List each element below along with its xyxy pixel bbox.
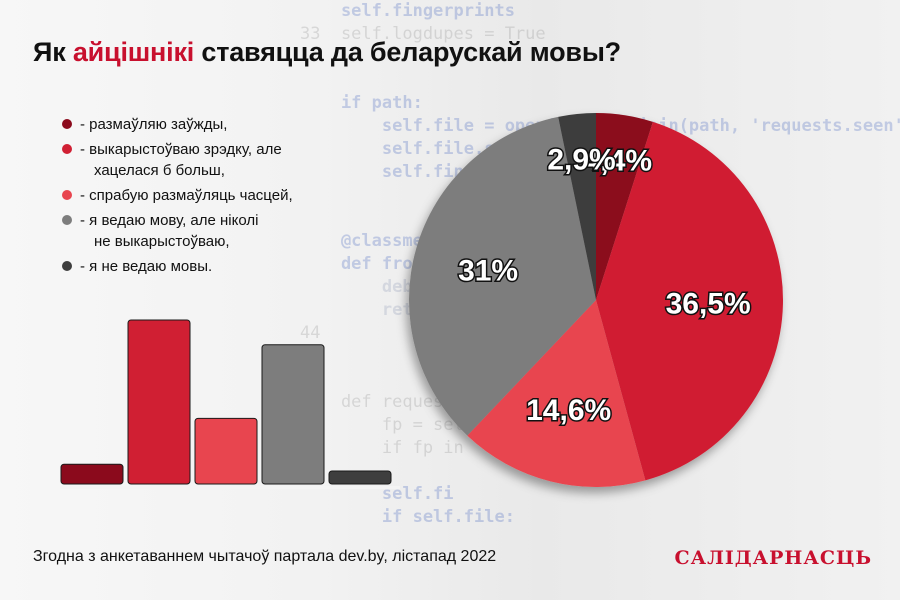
legend-label: - я ведаю мову, але ніколі не выкарыстоўв… — [80, 210, 258, 252]
pie-data-label: 31% — [458, 254, 518, 287]
bar-baseline — [60, 486, 400, 489]
legend-dot-icon — [62, 144, 72, 154]
legend-item: - спрабую размаўляць часцей, — [62, 185, 293, 206]
pie-slice — [558, 113, 596, 300]
pie-data-label: 14,6% — [526, 394, 611, 427]
legend-dot-icon — [62, 119, 72, 129]
legend-label-line1: - спрабую размаўляць часцей, — [80, 187, 293, 204]
legend-item: - я не ведаю мовы. — [62, 256, 293, 277]
legend-label-line2: не выкарыстоўваю, — [94, 233, 230, 250]
legend-label-line1: - выкарыстоўваю зрэдку, але — [80, 141, 282, 158]
legend-dot-icon — [62, 215, 72, 225]
legend-label: - я не ведаю мовы. — [80, 256, 212, 277]
legend: - размаўляю заўжды, - выкарыстоўваю зрэдк… — [62, 114, 293, 281]
legend-item: - размаўляю заўжды, — [62, 114, 293, 135]
legend-item: - я ведаю мову, але ніколі не выкарыстоўв… — [62, 210, 293, 252]
pie-data-label: 36,5% — [666, 287, 751, 320]
bar-chart — [60, 319, 392, 485]
legend-label: - выкарыстоўваю зрэдку, але хацелася б бо… — [80, 139, 282, 181]
title-highlight: айцішнікі — [72, 37, 195, 67]
legend-dot-icon — [62, 190, 72, 200]
legend-label-line1: - я не ведаю мовы. — [80, 258, 213, 275]
legend-label-line2: хацелася б больш, — [94, 162, 225, 179]
pie-slice — [596, 113, 653, 300]
legend-label: - спрабую размаўляць часцей, — [80, 185, 293, 206]
legend-label: - размаўляю заўжды, — [80, 114, 227, 135]
pie-slice — [596, 121, 783, 481]
pie-slice — [467, 300, 646, 487]
legend-label-line1: - я ведаю мову, але ніколі — [80, 212, 259, 229]
legend-label-line1: - размаўляю заўжды, — [80, 116, 228, 133]
legend-item: - выкарыстоўваю зрэдку, але хацелася б бо… — [62, 139, 293, 181]
legend-dot-icon — [62, 261, 72, 271]
title-part-2: ставяцца да беларускай мовы? — [194, 37, 621, 67]
title-part-1: Як — [33, 37, 73, 67]
pie-chart: 4,4% 36,5% 14,6% 31% 2,9% — [409, 113, 783, 487]
footer-source: Згодна з анкетаваннем чытачоў партала de… — [33, 548, 497, 565]
brand-logo: САЛІДАРНАСЦЬ — [674, 547, 872, 569]
bar — [127, 319, 191, 485]
pie-slices — [409, 113, 783, 487]
pie-data-label: 2,9% — [547, 144, 615, 177]
bar — [60, 463, 124, 485]
bar — [194, 417, 258, 485]
pie-slice — [409, 116, 596, 436]
pie-data-label: 4,4% — [584, 145, 652, 178]
bar — [328, 470, 392, 485]
page-title: Як айцішнікі ставяцца да беларускай мовы… — [33, 37, 621, 68]
bar — [261, 344, 325, 485]
